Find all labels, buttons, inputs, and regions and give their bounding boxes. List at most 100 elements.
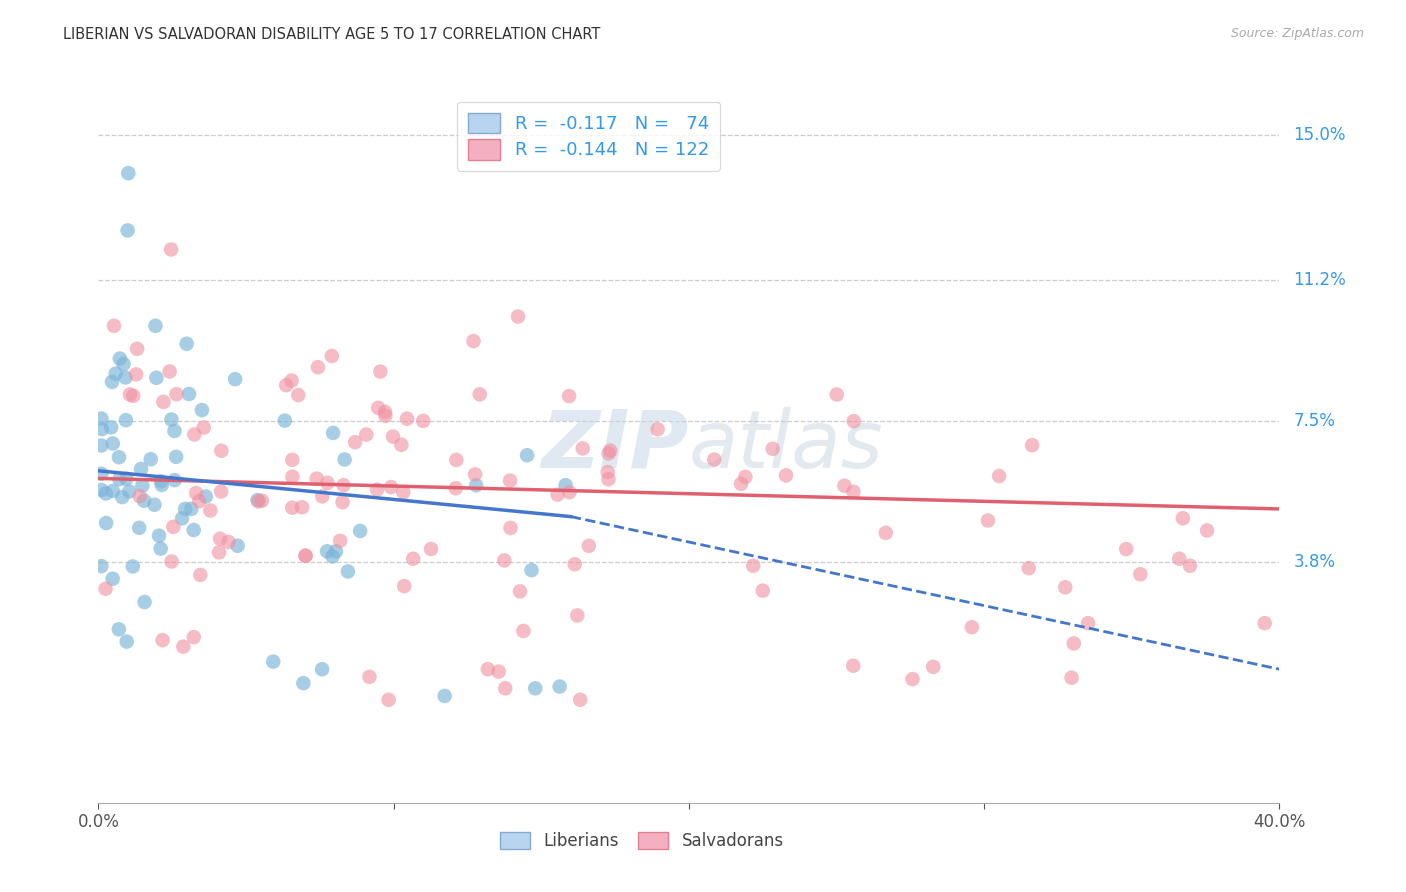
Point <box>129 462 152 476</box>
Point <box>742 558 765 573</box>
Point <box>596 465 619 479</box>
Point <box>569 692 592 706</box>
Point <box>1077 616 1099 631</box>
Point <box>250 493 273 508</box>
Point <box>332 495 354 509</box>
Point <box>194 490 217 504</box>
Point <box>333 452 356 467</box>
Point <box>520 563 543 577</box>
Point <box>118 387 141 401</box>
Point <box>960 620 983 634</box>
Legend: Liberians, Salvadorans: Liberians, Salvadorans <box>491 824 792 859</box>
Point <box>172 640 194 654</box>
Point <box>131 479 153 493</box>
Point <box>463 334 485 348</box>
Point <box>329 533 352 548</box>
Point <box>703 452 725 467</box>
Point <box>488 665 510 679</box>
Point <box>468 387 491 401</box>
Point <box>1021 438 1043 452</box>
Point <box>101 436 124 450</box>
Point <box>165 450 187 464</box>
Point <box>336 565 359 579</box>
Point <box>115 472 138 486</box>
Point <box>150 478 173 492</box>
Point <box>1171 511 1194 525</box>
Point <box>163 424 186 438</box>
Point <box>174 502 197 516</box>
Point <box>94 582 117 596</box>
Point <box>90 438 112 452</box>
Point <box>775 468 797 483</box>
Point <box>101 375 124 389</box>
Point <box>558 389 581 403</box>
Point <box>571 442 593 456</box>
Text: 3.8%: 3.8% <box>1294 553 1336 572</box>
Point <box>825 387 848 401</box>
Point <box>547 488 569 502</box>
Point <box>988 469 1011 483</box>
Point <box>564 558 586 572</box>
Point <box>281 453 304 467</box>
Point <box>321 549 343 564</box>
Point <box>200 503 222 517</box>
Point <box>287 388 309 402</box>
Point <box>359 670 381 684</box>
Point <box>132 493 155 508</box>
Point <box>316 544 339 558</box>
Point <box>115 413 138 427</box>
Point <box>392 485 415 500</box>
Point <box>394 579 416 593</box>
Point <box>183 523 205 537</box>
Point <box>101 572 124 586</box>
Point <box>274 414 297 428</box>
Point <box>370 365 392 379</box>
Point <box>226 539 249 553</box>
Point <box>499 474 522 488</box>
Point <box>316 475 339 490</box>
Point <box>108 622 131 636</box>
Point <box>149 475 172 489</box>
Point <box>842 414 865 428</box>
Point <box>134 595 156 609</box>
Point <box>292 676 315 690</box>
Point <box>842 658 865 673</box>
Text: 15.0%: 15.0% <box>1294 126 1346 144</box>
Point <box>148 529 170 543</box>
Point <box>176 336 198 351</box>
Point <box>114 370 136 384</box>
Point <box>446 453 468 467</box>
Text: ZIP: ZIP <box>541 407 689 485</box>
Point <box>100 420 122 434</box>
Point <box>499 521 522 535</box>
Point <box>1254 616 1277 631</box>
Point <box>1129 567 1152 582</box>
Point <box>1115 542 1137 557</box>
Point <box>734 470 756 484</box>
Point <box>90 467 112 481</box>
Point <box>322 425 344 440</box>
Point <box>367 401 389 415</box>
Point <box>208 545 231 559</box>
Point <box>420 541 443 556</box>
Point <box>465 478 488 492</box>
Point <box>117 166 139 180</box>
Point <box>276 378 298 392</box>
Point <box>94 486 117 500</box>
Point <box>127 342 149 356</box>
Text: 7.5%: 7.5% <box>1294 412 1336 430</box>
Point <box>752 583 775 598</box>
Point <box>139 452 162 467</box>
Point <box>1018 561 1040 575</box>
Point <box>578 539 600 553</box>
Point <box>208 532 231 546</box>
Point <box>377 692 399 706</box>
Point <box>548 680 571 694</box>
Point <box>280 374 302 388</box>
Point <box>305 472 328 486</box>
Point <box>125 368 148 382</box>
Point <box>433 689 456 703</box>
Point <box>512 624 534 638</box>
Point <box>104 367 127 381</box>
Point <box>108 472 131 486</box>
